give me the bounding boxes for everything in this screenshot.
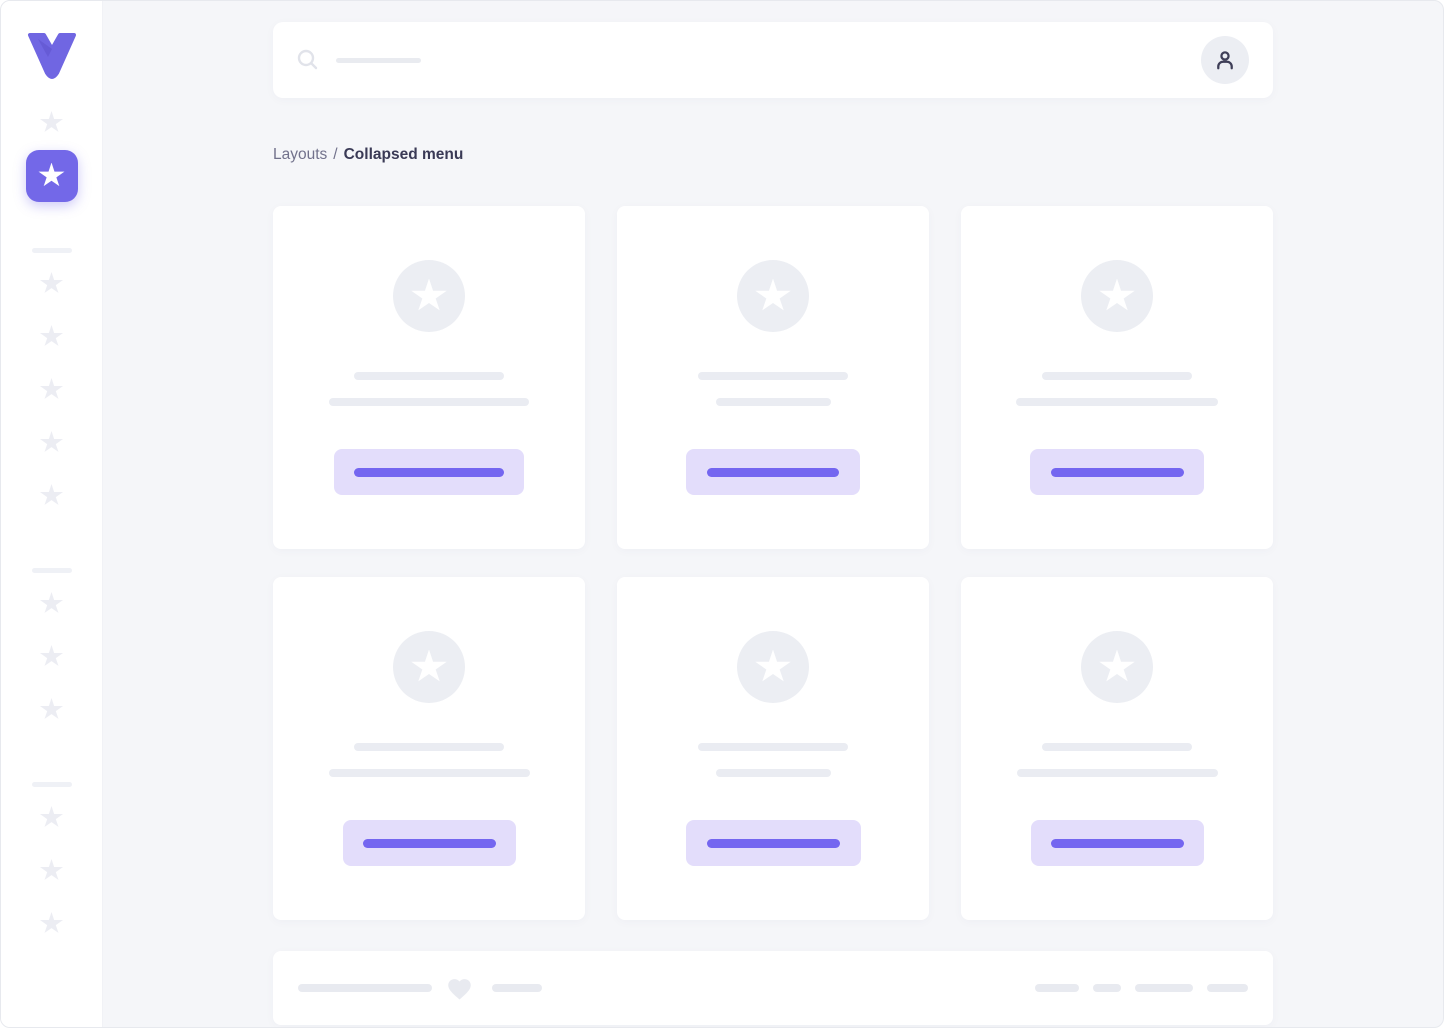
footer-links [1035,984,1248,992]
footer-link-placeholder [1207,984,1248,992]
star-icon [39,806,64,827]
card-avatar-placeholder [737,631,809,703]
sidebar [1,1,103,1027]
card-button-label-placeholder [1050,838,1184,848]
vuesax-v-logo-icon [27,33,76,79]
card-subtitle-placeholder [715,769,831,777]
footer-text-placeholder [298,984,432,992]
star-icon [1099,278,1135,311]
card-button-placeholder[interactable] [1030,820,1204,866]
sidebar-divider [31,248,72,253]
card [273,577,585,920]
app-logo[interactable] [24,33,80,79]
star-icon [38,162,65,187]
star-icon [39,378,64,399]
card-title-placeholder [1042,372,1192,380]
footer-link-placeholder [1135,984,1193,992]
sidebar-menu-item[interactable] [1,577,102,630]
star-icon [411,649,447,682]
star-icon [411,278,447,311]
sidebar-menu-item[interactable] [1,844,102,897]
card-button-placeholder[interactable] [685,820,861,866]
card-title-placeholder [698,743,848,751]
search-icon [297,49,318,70]
sidebar-menu-item[interactable] [1,630,102,683]
card-button-label-placeholder [706,838,840,848]
card-button-placeholder[interactable] [1030,449,1204,495]
card [617,206,929,549]
user-icon [1217,51,1233,70]
card-title-placeholder [698,372,848,380]
card-subtitle-placeholder [1016,769,1218,777]
card-button-label-placeholder [1050,467,1184,477]
search-input[interactable] [336,57,421,63]
card-button-label-placeholder [362,838,496,848]
card-avatar-placeholder [1081,631,1153,703]
breadcrumb-parent[interactable]: Layouts [273,146,328,163]
card-button-placeholder[interactable] [342,820,516,866]
star-icon [39,912,64,933]
sidebar-menu [1,96,102,950]
sidebar-menu-item[interactable] [1,96,102,149]
sidebar-menu-item[interactable] [1,363,102,416]
star-icon [755,278,791,311]
star-icon [39,272,64,293]
star-icon [39,325,64,346]
sidebar-menu-item[interactable] [1,469,102,522]
heart-icon [448,978,471,1000]
footer-card [273,951,1273,1025]
card [961,206,1273,549]
star-icon [39,484,64,505]
breadcrumb-current: Collapsed menu [343,146,464,163]
card-avatar-placeholder [393,260,465,332]
star-icon [39,859,64,880]
footer-link-placeholder [1093,984,1121,992]
active-menu-tile [25,149,78,202]
card [617,577,929,920]
sidebar-menu-item[interactable] [1,683,102,736]
footer-text-placeholder-2 [492,984,542,992]
star-icon [39,431,64,452]
sidebar-menu-item[interactable] [1,791,102,844]
sidebar-menu-item-active[interactable] [1,149,102,202]
footer-link-placeholder [1035,984,1079,992]
card-button-placeholder[interactable] [686,449,860,495]
star-icon [39,111,64,132]
card-title-placeholder [354,743,504,751]
card-avatar-placeholder [393,631,465,703]
card-button-placeholder[interactable] [334,449,524,495]
star-icon [39,592,64,613]
card-subtitle-placeholder [715,398,831,406]
top-search-bar[interactable] [273,22,1273,98]
main-area: Layouts / Collapsed menu [103,1,1443,1027]
card-avatar-placeholder [737,260,809,332]
breadcrumb-separator: / [333,146,338,163]
profile-button[interactable] [1201,36,1249,84]
star-icon [39,698,64,719]
sidebar-menu-item[interactable] [1,897,102,950]
card [273,206,585,549]
card-subtitle-placeholder [328,769,530,777]
card-avatar-placeholder [1081,260,1153,332]
star-icon [755,649,791,682]
sidebar-divider [31,782,72,787]
star-icon [1099,649,1135,682]
card-button-label-placeholder [354,467,504,477]
card-subtitle-placeholder [329,398,529,406]
sidebar-menu-item[interactable] [1,416,102,469]
sidebar-divider [31,568,72,573]
card-subtitle-placeholder [1016,398,1218,406]
sidebar-menu-item[interactable] [1,310,102,363]
cards-grid [273,206,1273,920]
star-icon [39,645,64,666]
card-button-label-placeholder [707,467,839,477]
card-title-placeholder [1042,743,1192,751]
card-title-placeholder [354,372,504,380]
card [961,577,1273,920]
breadcrumb: Layouts / Collapsed menu [273,146,1443,164]
sidebar-menu-item[interactable] [1,257,102,310]
